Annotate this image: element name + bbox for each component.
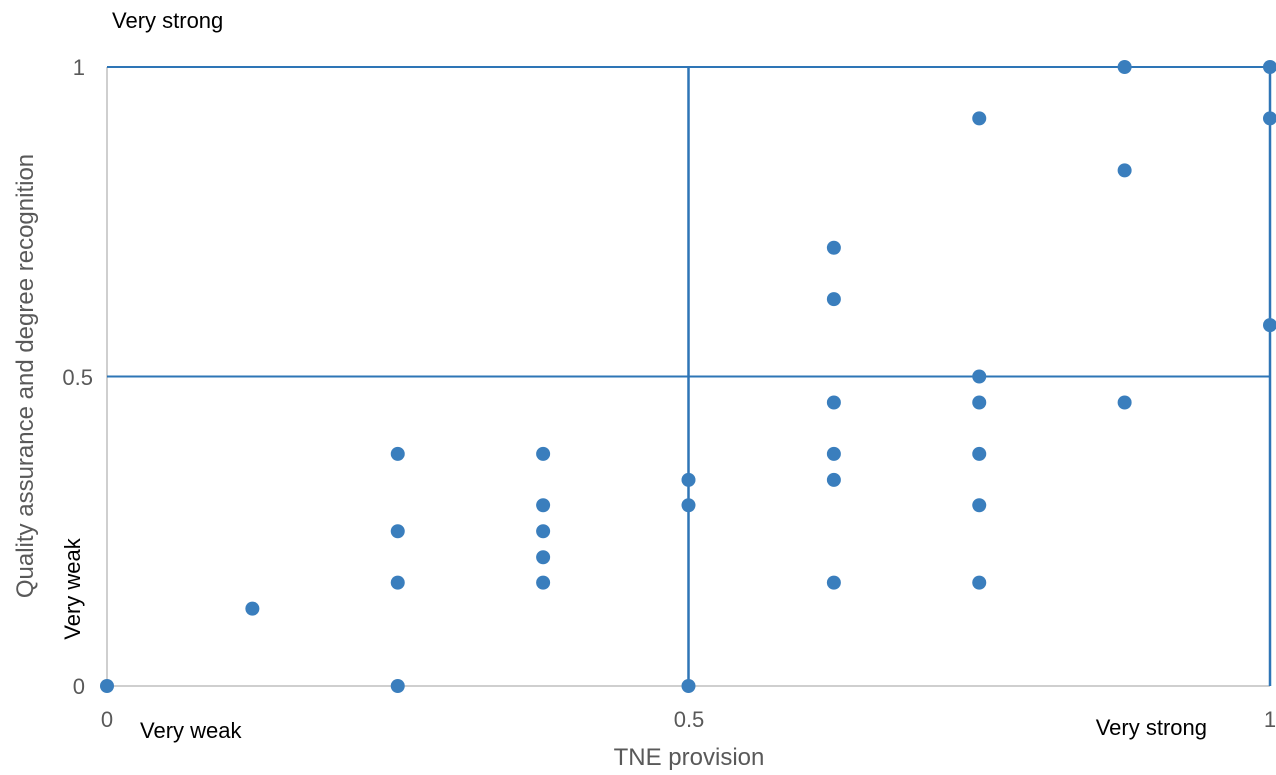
y-high-annotation: Very strong (112, 8, 223, 33)
data-point (972, 575, 987, 590)
x-high-annotation: Very strong (1096, 715, 1207, 740)
data-point (972, 111, 987, 126)
y-tick-label-1: 0.5 (62, 365, 93, 390)
data-point (245, 601, 260, 616)
data-point (681, 679, 696, 693)
data-point (536, 498, 551, 513)
y-tick-label-2: 1 (73, 55, 85, 80)
y-axis-title: Quality assurance and degree recognition (12, 154, 39, 598)
data-point (826, 446, 841, 461)
data-point (826, 240, 841, 255)
data-point (1117, 395, 1132, 410)
data-point (100, 679, 114, 693)
data-point (826, 472, 841, 487)
x-tick-label-2: 1 (1264, 707, 1276, 732)
x-low-annotation: Very weak (140, 718, 242, 743)
data-point (1117, 163, 1132, 178)
data-point (826, 395, 841, 410)
y-low-annotation: Very weak (60, 537, 85, 639)
data-point (1263, 111, 1276, 126)
data-point (826, 292, 841, 307)
data-point (536, 575, 551, 590)
data-point (972, 395, 987, 410)
data-point (1117, 60, 1132, 74)
data-point (390, 575, 405, 590)
data-point (390, 524, 405, 539)
data-point (681, 472, 696, 487)
data-point (972, 369, 987, 384)
x-tick-label-0: 0 (101, 707, 113, 732)
data-point (826, 575, 841, 590)
data-point (972, 498, 987, 513)
data-point (972, 446, 987, 461)
x-axis-title: TNE provision (614, 744, 765, 771)
data-point (536, 446, 551, 461)
data-point (390, 446, 405, 461)
y-tick-label-0: 0 (73, 674, 85, 699)
data-point (536, 524, 551, 539)
data-points (100, 60, 1276, 693)
data-point (681, 498, 696, 513)
data-point (390, 679, 405, 693)
data-point (536, 550, 551, 565)
data-point (1263, 318, 1276, 333)
data-point (1263, 60, 1276, 74)
x-tick-label-1: 0.5 (674, 707, 705, 732)
